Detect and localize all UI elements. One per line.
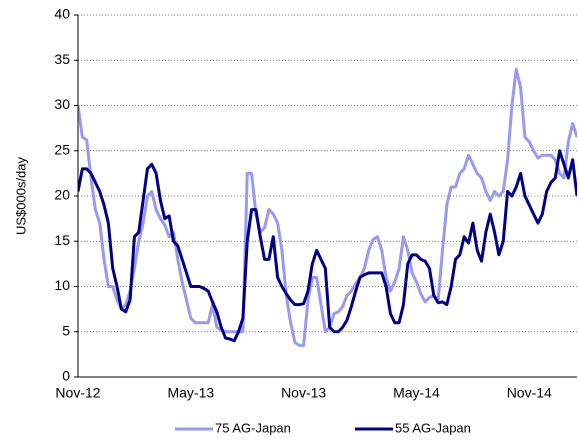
x-tick-label: May-14 [393,385,440,401]
x-tick-label: Nov-14 [507,385,552,401]
legend-label: 75 AG-Japan [215,420,291,435]
y-tick-label: 35 [54,51,70,67]
y-axis-label: US$000s/day [13,156,28,235]
y-tick-label: 25 [54,141,70,157]
x-tick-label: May-13 [167,385,214,401]
x-tick-label: Nov-12 [55,385,100,401]
series-line [78,149,577,343]
y-tick-label: 5 [62,322,70,338]
series-line [78,67,577,347]
y-tick-label: 10 [54,277,70,293]
y-tick-label: 40 [54,6,70,22]
y-tick-label: 0 [62,368,70,384]
y-tick-label: 15 [54,232,70,248]
legend-label: 55 AG-Japan [395,420,471,435]
y-tick-label: 30 [54,96,70,112]
x-tick-label: Nov-13 [281,385,326,401]
y-tick-label: 20 [54,187,70,203]
